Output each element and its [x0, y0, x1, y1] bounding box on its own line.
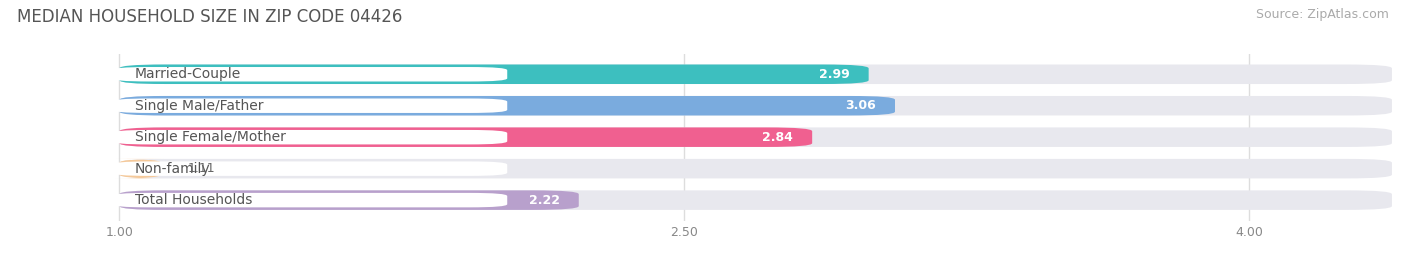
FancyBboxPatch shape: [120, 128, 1392, 147]
FancyBboxPatch shape: [120, 96, 896, 115]
Text: 2.22: 2.22: [529, 194, 560, 207]
Text: 2.99: 2.99: [820, 68, 849, 81]
Text: Married-Couple: Married-Couple: [135, 67, 240, 81]
Text: 2.84: 2.84: [762, 131, 793, 144]
FancyBboxPatch shape: [112, 161, 508, 176]
Text: Source: ZipAtlas.com: Source: ZipAtlas.com: [1256, 8, 1389, 21]
FancyBboxPatch shape: [112, 193, 508, 207]
Text: Single Male/Father: Single Male/Father: [135, 99, 263, 113]
FancyBboxPatch shape: [120, 159, 1392, 178]
FancyBboxPatch shape: [120, 128, 813, 147]
FancyBboxPatch shape: [120, 190, 579, 210]
Text: 3.06: 3.06: [845, 99, 876, 112]
FancyBboxPatch shape: [120, 96, 1392, 115]
Text: Non-family: Non-family: [135, 162, 209, 176]
Text: Single Female/Mother: Single Female/Mother: [135, 130, 285, 144]
FancyBboxPatch shape: [112, 98, 508, 113]
FancyBboxPatch shape: [120, 65, 869, 84]
FancyBboxPatch shape: [120, 190, 1392, 210]
Text: 1.11: 1.11: [187, 162, 215, 175]
FancyBboxPatch shape: [120, 65, 1392, 84]
FancyBboxPatch shape: [112, 67, 508, 82]
FancyBboxPatch shape: [115, 159, 165, 178]
Text: Total Households: Total Households: [135, 193, 252, 207]
FancyBboxPatch shape: [112, 130, 508, 144]
Text: MEDIAN HOUSEHOLD SIZE IN ZIP CODE 04426: MEDIAN HOUSEHOLD SIZE IN ZIP CODE 04426: [17, 8, 402, 26]
